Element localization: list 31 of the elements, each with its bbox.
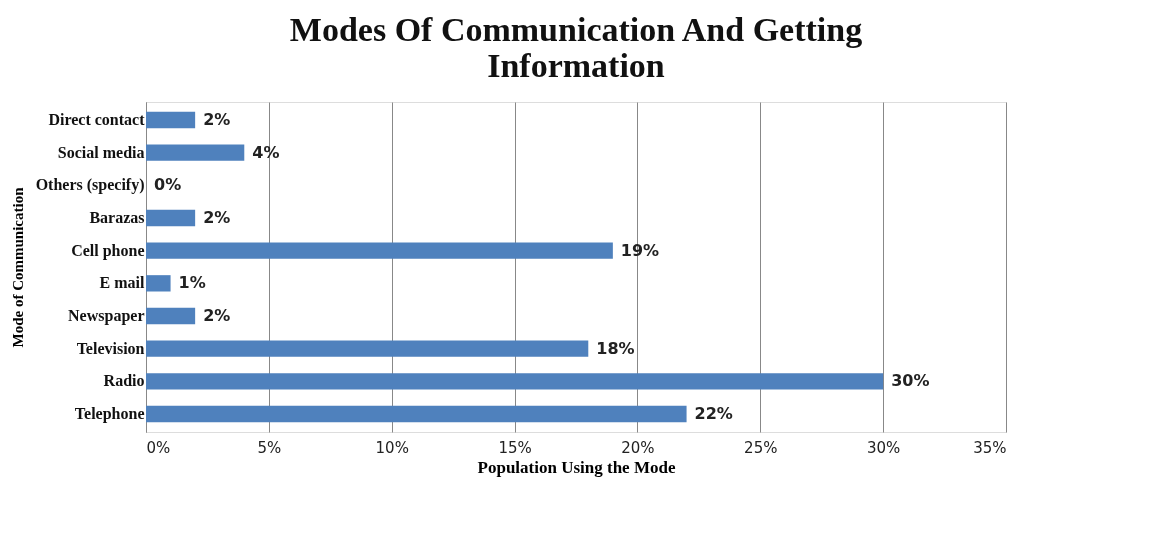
y-tick-label: Radio (103, 372, 145, 390)
data-label: 2% (203, 207, 231, 227)
x-tick-label: 10% (375, 438, 409, 457)
data-label: 1% (178, 273, 206, 293)
chart-title: Modes Of Communication And Getting Information (289, 11, 863, 84)
data-label: 2% (203, 109, 231, 129)
data-label: 30% (891, 371, 930, 391)
x-tick-label: 5% (257, 438, 282, 457)
y-tick-label: Barazas (89, 208, 145, 226)
y-tick-label: Direct contact (48, 110, 146, 128)
y-tick-label: Others (specify) (35, 176, 145, 195)
x-tick-label: 25% (744, 438, 778, 457)
y-tick-label: E mail (99, 274, 146, 292)
data-label: 22% (694, 404, 733, 424)
data-label: 19% (620, 240, 660, 260)
data-label: 2% (203, 306, 231, 326)
y-axis-title: Mode of Communication (9, 186, 26, 348)
x-tick-label: 15% (498, 438, 532, 457)
x-tick-label: 30% (866, 438, 901, 457)
x-axis-title: Population Using the Mode (477, 457, 676, 477)
x-tick-label: 35% (973, 438, 1007, 457)
x-tick-label: 20% (621, 438, 655, 457)
data-label: 4% (252, 142, 280, 162)
x-tick-label: 0% (146, 438, 171, 457)
y-tick-label: Cell phone (71, 241, 145, 260)
y-tick-label: Telephone (74, 405, 145, 424)
y-tick-label: Newspaper (68, 307, 145, 326)
data-label: 18% (596, 338, 635, 358)
y-tick-label: Television (76, 339, 145, 357)
data-label: 0% (154, 175, 182, 195)
y-tick-label: Social media (57, 143, 145, 161)
